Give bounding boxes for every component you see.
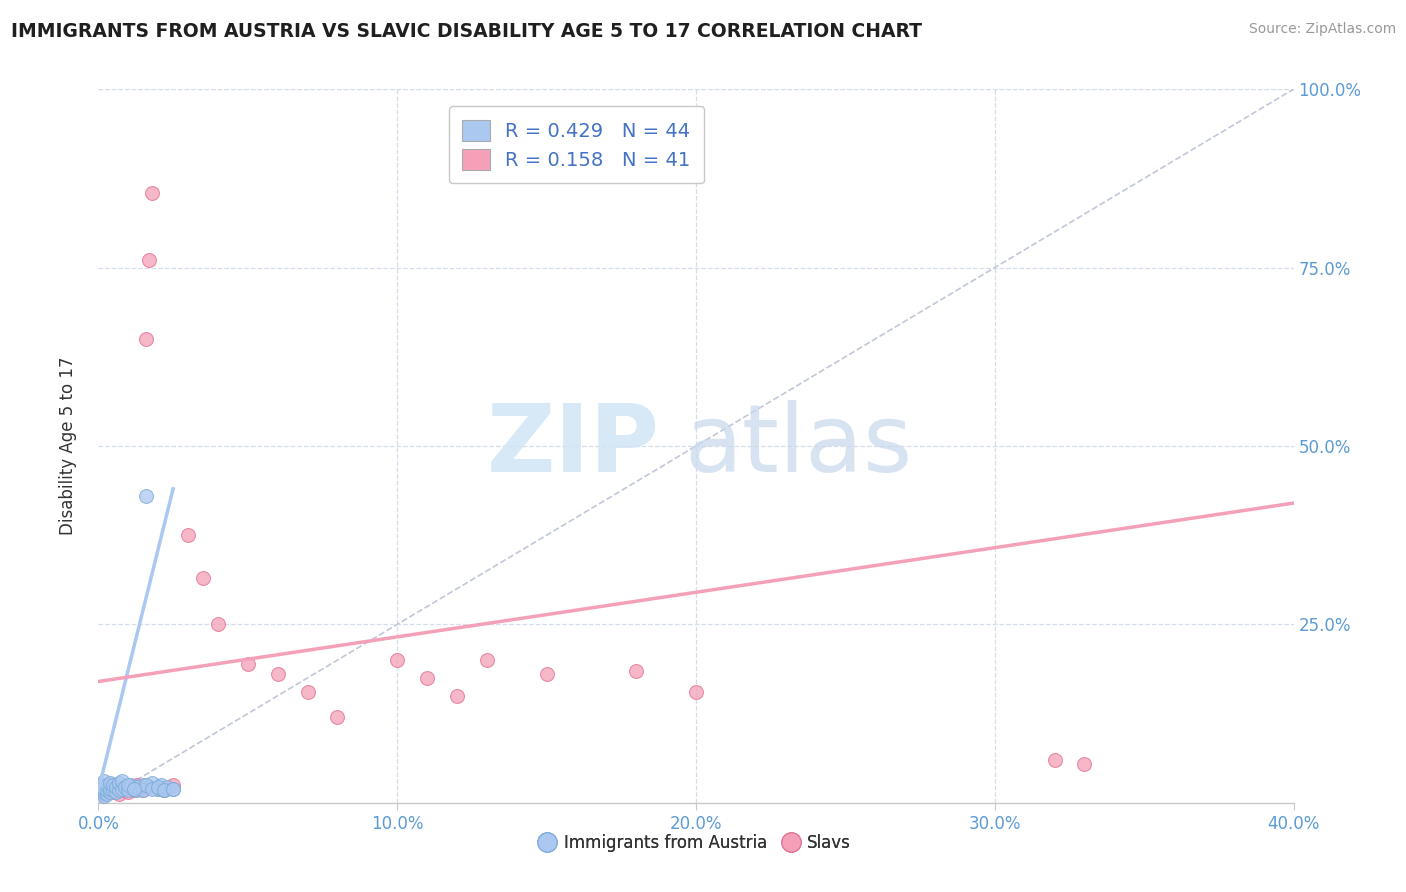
Point [93,781,115,796]
Text: ZIP: ZIP [488,400,661,492]
Point [135,489,157,503]
Point [297,685,319,699]
Text: atlas: atlas [685,400,912,492]
Point [162,778,184,792]
Point [141,186,163,200]
Point [132,783,155,797]
Point [156,780,179,794]
Point [1043,753,1066,767]
Point [93,789,115,803]
Point [90,778,112,792]
Point [416,671,439,685]
Point [124,781,146,796]
Point [124,783,146,797]
Y-axis label: Disability Age 5 to 17: Disability Age 5 to 17 [59,357,77,535]
Point [475,653,498,667]
Point [124,781,146,796]
Point [111,781,134,796]
Legend: Immigrants from Austria, Slavs: Immigrants from Austria, Slavs [534,828,858,859]
Point [162,781,184,796]
Point [98,783,122,797]
Point [98,778,122,792]
Point [98,785,122,799]
Point [148,781,170,796]
Point [96,780,118,794]
Point [141,781,163,796]
Point [141,776,163,790]
Point [626,664,648,678]
Point [236,657,259,671]
Point [129,781,152,796]
Point [148,780,170,794]
Point [90,785,112,799]
Point [96,783,118,797]
Point [150,778,173,792]
Point [90,785,112,799]
Point [93,781,115,796]
Point [135,332,157,346]
Point [114,780,136,794]
Point [105,780,128,794]
Point [120,778,142,792]
Point [267,667,290,681]
Point [148,781,170,796]
Point [117,783,139,797]
Point [446,689,468,703]
Point [127,780,149,794]
Point [153,783,176,797]
Point [93,785,115,799]
Point [177,528,200,542]
Point [153,783,176,797]
Point [120,780,142,794]
Point [90,781,112,796]
Point [108,787,131,801]
Point [103,785,125,799]
Point [103,783,125,797]
Point [153,783,176,797]
Point [207,617,229,632]
Point [98,776,122,790]
Point [127,783,149,797]
Point [111,781,134,796]
Point [105,785,128,799]
Text: IMMIGRANTS FROM AUSTRIA VS SLAVIC DISABILITY AGE 5 TO 17 CORRELATION CHART: IMMIGRANTS FROM AUSTRIA VS SLAVIC DISABI… [11,22,922,41]
Point [93,787,115,801]
Point [117,785,139,799]
Point [114,783,136,797]
Point [108,776,131,790]
Point [162,781,184,796]
Point [90,783,112,797]
Point [536,667,558,681]
Point [135,778,157,792]
Point [111,774,134,789]
Point [103,778,125,792]
Point [132,778,155,792]
Point [96,785,118,799]
Point [132,783,155,797]
Point [138,253,160,268]
Point [685,685,707,699]
Point [93,774,115,789]
Point [127,778,149,792]
Point [108,783,131,797]
Point [96,778,118,792]
Point [191,571,214,585]
Point [117,778,139,792]
Point [1073,756,1095,771]
Point [96,787,118,801]
Text: Source: ZipAtlas.com: Source: ZipAtlas.com [1249,22,1396,37]
Point [98,781,122,796]
Point [326,710,349,724]
Point [138,780,160,794]
Point [105,783,128,797]
Point [385,653,409,667]
